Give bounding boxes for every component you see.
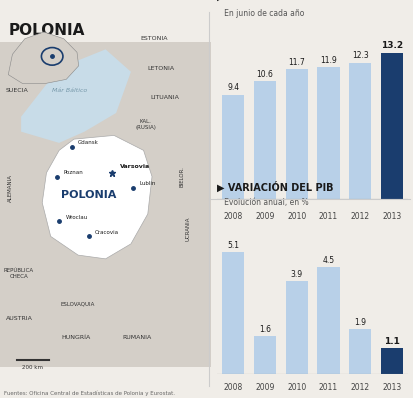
Text: KAL.
(RUSIA): KAL. (RUSIA) — [135, 119, 156, 130]
Text: LITUANIA: LITUANIA — [150, 96, 179, 100]
Bar — [285, 281, 307, 374]
Text: 5.1: 5.1 — [227, 242, 239, 250]
Text: 11.9: 11.9 — [319, 56, 336, 65]
Text: 9.4: 9.4 — [227, 84, 239, 92]
Text: ▶ TASA DE DESEMPLEO: ▶ TASA DE DESEMPLEO — [217, 0, 343, 2]
Text: Fuentes: Oficina Central de Estadísticas de Polonia y Eurostat.: Fuentes: Oficina Central de Estadísticas… — [4, 390, 175, 396]
Text: Evolución anual, en %: Evolución anual, en % — [217, 198, 308, 207]
Bar — [253, 336, 275, 374]
Text: REPÚBLICA
CHECA: REPÚBLICA CHECA — [4, 268, 34, 279]
Text: ▶ VARIACIÓN DEL PIB: ▶ VARIACIÓN DEL PIB — [217, 181, 333, 193]
Text: Már Báltico: Már Báltico — [52, 88, 87, 93]
Bar — [316, 67, 339, 199]
Text: Gdansk: Gdansk — [78, 140, 99, 145]
Text: POLONIA: POLONIA — [8, 23, 85, 38]
Text: LETONIA: LETONIA — [147, 66, 173, 70]
Text: 2011: 2011 — [318, 383, 337, 392]
Text: 2009: 2009 — [255, 212, 274, 221]
Text: 4.5: 4.5 — [322, 256, 334, 265]
Text: ESTONIA: ESTONIA — [140, 36, 168, 41]
Bar — [221, 95, 244, 199]
Text: AUSTRIA: AUSTRIA — [5, 316, 32, 321]
Text: Cracovia: Cracovia — [95, 230, 119, 234]
Polygon shape — [42, 135, 152, 259]
Text: SUECIA: SUECIA — [5, 88, 28, 93]
Bar — [253, 81, 275, 199]
Text: 13.2: 13.2 — [380, 41, 402, 50]
Bar — [285, 69, 307, 199]
Text: 11.7: 11.7 — [287, 58, 304, 67]
Polygon shape — [8, 32, 78, 84]
Text: 10.6: 10.6 — [256, 70, 273, 79]
Text: 2010: 2010 — [286, 383, 306, 392]
Text: 2012: 2012 — [350, 212, 369, 221]
Text: POLONIA: POLONIA — [61, 190, 116, 200]
Bar — [380, 348, 402, 374]
Text: ALEMANIA: ALEMANIA — [8, 174, 13, 202]
Polygon shape — [21, 49, 131, 143]
Text: Poznan: Poznan — [63, 170, 83, 175]
Text: 2009: 2009 — [255, 383, 274, 392]
Bar — [348, 62, 370, 199]
Text: 1.9: 1.9 — [354, 318, 365, 327]
Text: 2010: 2010 — [286, 212, 306, 221]
Text: En junio de cada año: En junio de cada año — [217, 9, 304, 18]
Text: UCRANIA: UCRANIA — [185, 217, 190, 241]
Text: Wroclau: Wroclau — [65, 215, 88, 220]
Text: 2008: 2008 — [223, 383, 242, 392]
Bar — [221, 252, 244, 374]
Bar — [316, 267, 339, 374]
Text: 2011: 2011 — [318, 212, 337, 221]
FancyBboxPatch shape — [0, 42, 211, 367]
Text: Varsovia: Varsovia — [120, 164, 150, 169]
Text: 2013: 2013 — [381, 212, 401, 221]
Text: 12.3: 12.3 — [351, 51, 368, 60]
Text: 2008: 2008 — [223, 212, 242, 221]
Text: 2013: 2013 — [381, 383, 401, 392]
Bar — [348, 329, 370, 374]
Text: Lublin: Lublin — [139, 181, 155, 186]
Text: 3.9: 3.9 — [290, 270, 302, 279]
Text: 2012: 2012 — [350, 383, 369, 392]
Text: 1.6: 1.6 — [259, 325, 270, 334]
Text: RUMANIA: RUMANIA — [122, 335, 152, 340]
Text: BIELOR.: BIELOR. — [179, 166, 184, 187]
Text: 200 km: 200 km — [22, 365, 43, 370]
Text: 1.1: 1.1 — [383, 337, 399, 346]
Text: ESLOVAQUIA: ESLOVAQUIA — [61, 301, 95, 306]
Text: HUNGRÍA: HUNGRÍA — [61, 335, 90, 340]
Bar — [380, 53, 402, 199]
